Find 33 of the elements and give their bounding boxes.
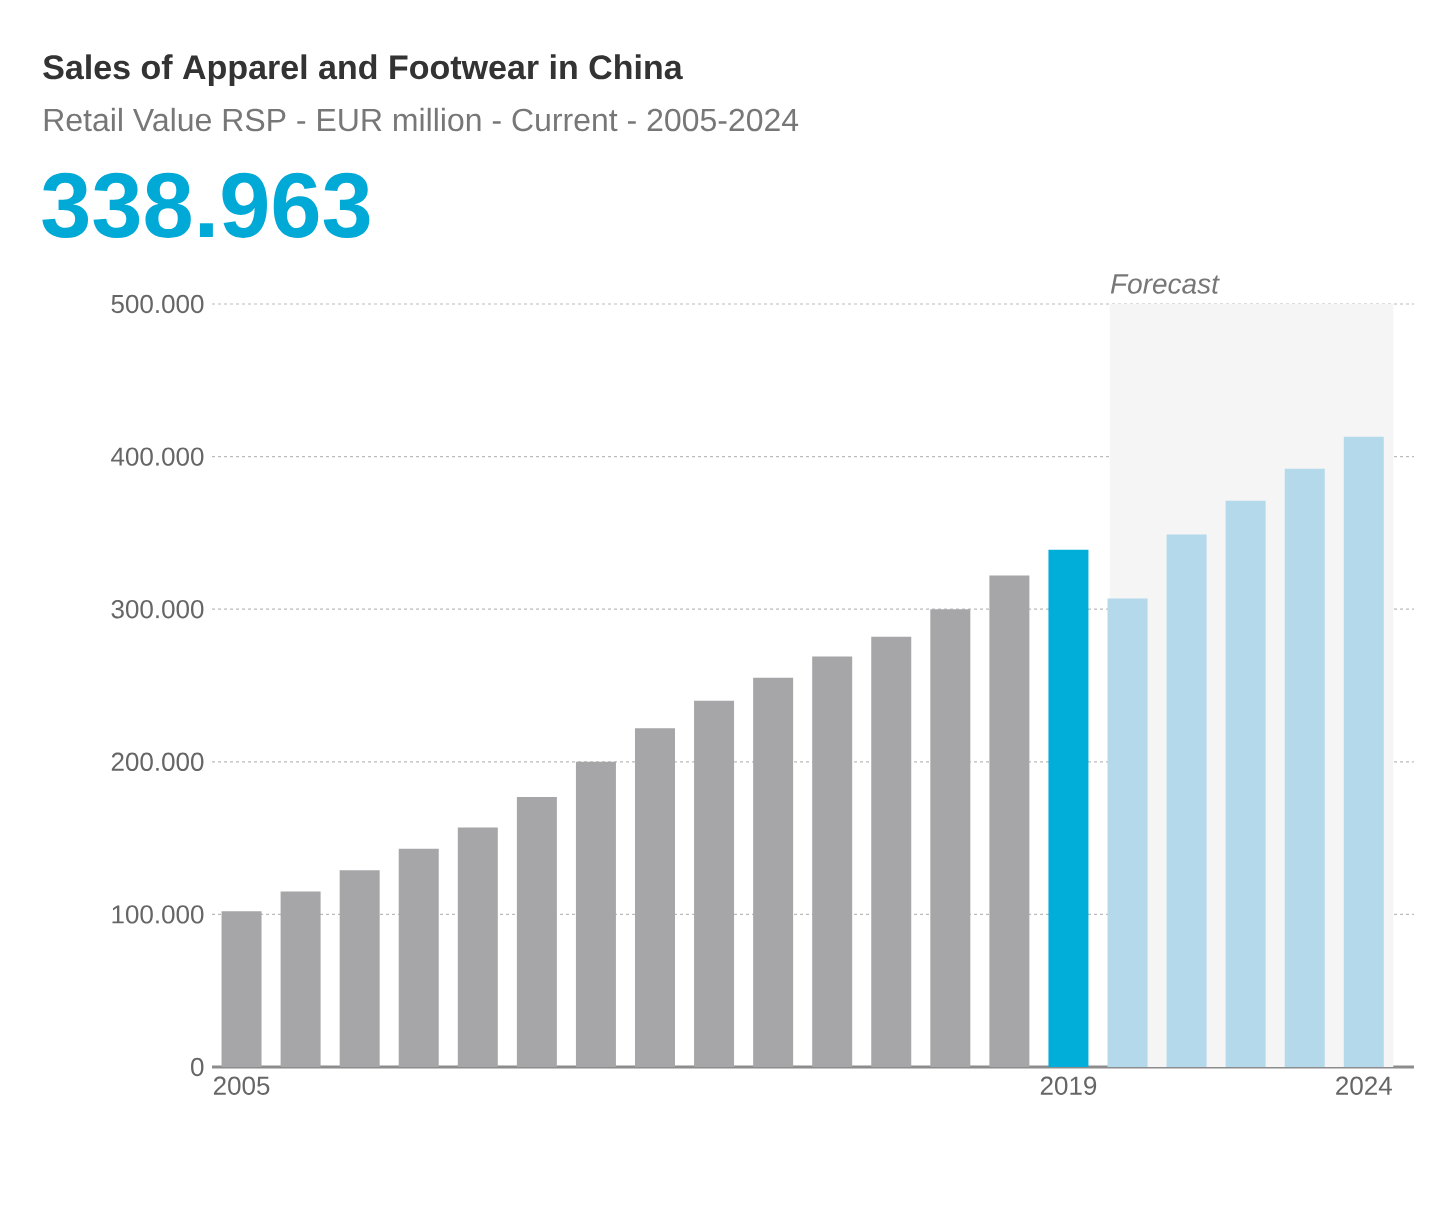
y-tick-label: 0 (191, 1057, 204, 1077)
bar (398, 848, 439, 1067)
bar (280, 891, 321, 1067)
bar (1343, 436, 1384, 1067)
bar (339, 870, 380, 1067)
y-tick-label: 200.000 (111, 752, 204, 771)
bar (812, 656, 853, 1067)
bar (1166, 534, 1207, 1067)
bar (221, 911, 262, 1067)
bar (575, 761, 616, 1067)
y-tick-label: 500.000 (111, 294, 204, 314)
bar (634, 728, 675, 1067)
bar (989, 575, 1030, 1067)
y-tick-label: 400.000 (111, 447, 204, 466)
x-tick-label: 2024 (1336, 1076, 1392, 1095)
text: 338.963 (42, 172, 370, 239)
bar (753, 677, 794, 1067)
bar (457, 827, 498, 1067)
bar (1048, 549, 1089, 1067)
bar (516, 796, 557, 1067)
bar (694, 700, 735, 1067)
y-tick-label: 100.000 (112, 905, 204, 924)
chart-title: Sales of Apparel and Footwear in China (43, 54, 683, 87)
bar (1107, 598, 1148, 1067)
chart-subtitle: Retail Value RSP - EUR million - Current - 2005-2024 (44, 107, 799, 132)
y-tick-label: 300.000 (111, 599, 204, 619)
band-label: Forecast (1110, 274, 1220, 294)
bar (930, 609, 971, 1067)
x-tick-label: 2019 (1040, 1076, 1097, 1095)
x-tick-label: 2005 (213, 1076, 270, 1095)
bar (1284, 468, 1325, 1067)
bar (1225, 500, 1266, 1067)
bar (871, 636, 912, 1067)
